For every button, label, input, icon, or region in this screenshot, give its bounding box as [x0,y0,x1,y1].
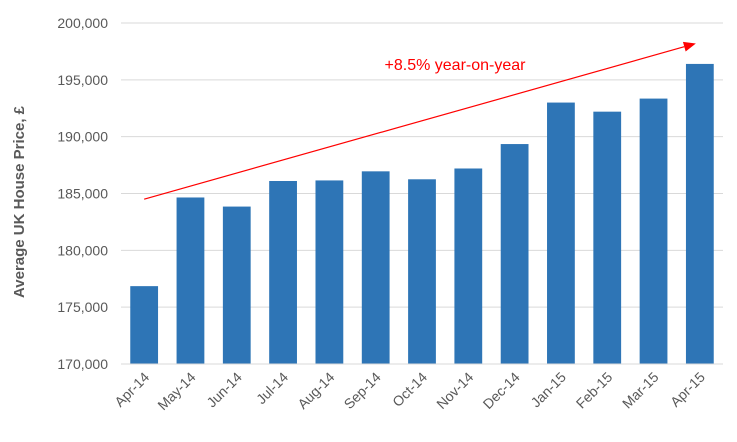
bar [408,179,436,364]
x-tick-label: Feb-15 [573,369,616,412]
x-tick-label: Jun-14 [203,369,245,411]
trend-annotation-label: +8.5% year-on-year [385,57,527,74]
x-tick-label: Dec-14 [480,369,523,412]
bar [639,98,668,365]
x-tick-label: Nov-14 [433,369,476,412]
y-tick-label: 190,000 [57,129,108,145]
x-tick-label: Jul-14 [253,369,291,407]
x-tick-label: Mar-15 [619,369,662,412]
bar [176,197,205,364]
trend-arrow [143,46,685,200]
y-axis-label: Average UK House Price, £ [11,105,28,298]
y-tick-label: 170,000 [57,356,108,372]
bar [547,102,575,365]
bar [593,111,622,364]
x-tick-labels: Apr-14 May-14 Jun-14 Jul-14 Aug-14 Sep-14 Oct-… [111,369,708,413]
x-tick-label: Oct-14 [389,369,430,410]
y-tick-labels: 170,000 175,000 180,000 185,000 190,000 195,0… [57,15,108,372]
bar [269,180,297,364]
y-tick-label: 185,000 [57,186,108,202]
bar [454,168,483,364]
x-tick-label: Apr-15 [667,369,708,410]
bar [500,144,529,364]
trend-arrow-head [682,41,696,52]
bar [315,180,344,364]
y-tick-label: 200,000 [57,15,108,31]
trend-annotation: +8.5% year-on-year [143,41,696,200]
x-tick-label: May-14 [154,369,198,413]
bars [130,63,714,365]
y-tick-label: 175,000 [57,299,108,315]
bar [361,171,390,364]
y-tick-label: 195,000 [57,72,108,88]
x-tick-label: Apr-14 [111,369,152,410]
x-tick-label: Sep-14 [341,369,384,412]
bar [130,286,159,364]
bar [685,63,714,365]
y-tick-label: 180,000 [57,242,108,258]
x-tick-label: Jan-15 [527,369,569,411]
x-tick-label: Aug-14 [294,369,337,412]
bar [222,206,251,364]
